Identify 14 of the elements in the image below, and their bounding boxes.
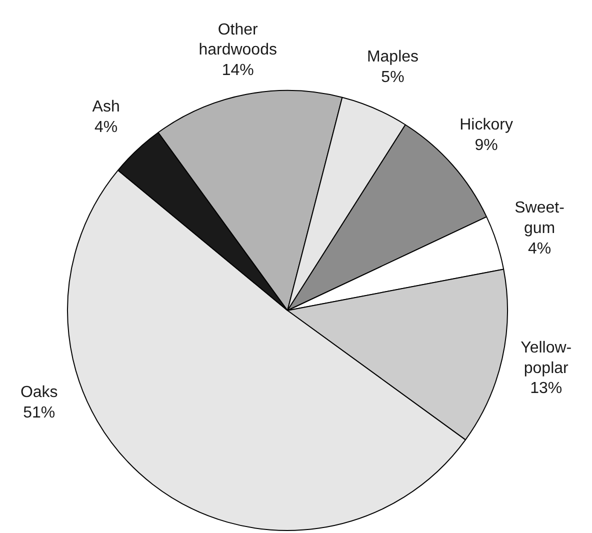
slice-label: Hickory	[460, 116, 513, 134]
data-label: 4%	[94, 119, 118, 136]
data-label: 14%	[222, 62, 254, 80]
slice-label: Sweet-gum	[514, 200, 564, 238]
slice-label: Yellow-poplar	[520, 339, 572, 377]
slice-label: Maples	[366, 48, 419, 66]
data-label: 9%	[474, 136, 498, 154]
data-label: 4%	[528, 240, 552, 258]
slice-label: Ash	[92, 98, 120, 116]
data-label: 13%	[530, 380, 562, 398]
slice-label: Oaks	[20, 384, 58, 402]
data-label: 51%	[23, 404, 56, 422]
slice-label: Other hardwoods	[198, 21, 277, 59]
data-label: 5%	[381, 68, 404, 86]
